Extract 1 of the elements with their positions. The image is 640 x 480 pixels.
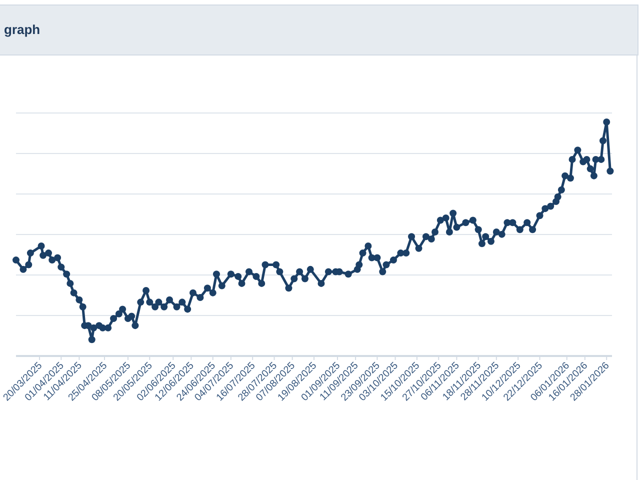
chart-title: graph [4, 22, 40, 37]
